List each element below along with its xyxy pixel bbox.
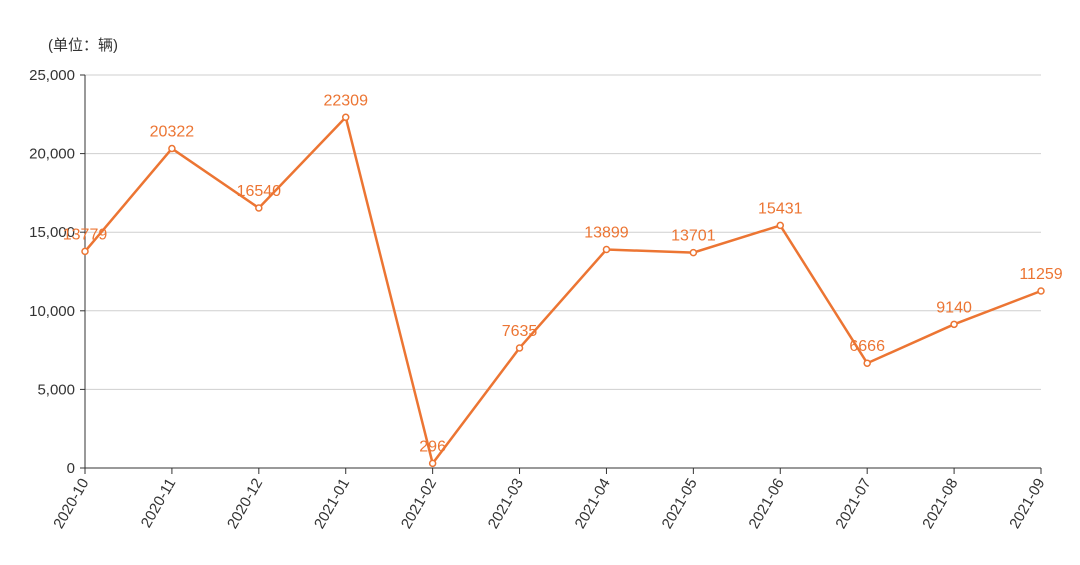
x-tick-label: 2021-05 <box>659 476 701 532</box>
data-label: 16540 <box>237 183 282 200</box>
data-label: 6666 <box>849 338 885 355</box>
line <box>84 114 1042 467</box>
x-tick-label: 2021-09 <box>1006 476 1048 532</box>
data-label: 15431 <box>758 200 803 217</box>
x-tick-label: 2021-01 <box>311 476 353 532</box>
point <box>689 248 698 257</box>
y-tick-label: 0 <box>67 460 75 477</box>
unit-label: (单位：辆) <box>48 37 118 54</box>
data-label: 9140 <box>936 299 972 316</box>
point <box>776 221 785 230</box>
x-tick-label: 2020-11 <box>138 476 180 531</box>
data-label: 11259 <box>1019 266 1062 283</box>
y-tick-label: 5,000 <box>37 381 75 398</box>
x-tick-label: 2021-08 <box>919 476 961 532</box>
y-tick-label: 15,000 <box>29 224 75 241</box>
point <box>168 144 176 153</box>
y-tick-label: 20,000 <box>29 146 75 163</box>
x-tick-label: 2020-10 <box>50 476 92 532</box>
data-label: 7635 <box>502 323 538 340</box>
x-tick-label: 2021-03 <box>485 476 527 532</box>
x-tick-label: 2021-04 <box>572 476 614 532</box>
point <box>950 320 958 329</box>
point <box>1037 287 1045 295</box>
point <box>255 204 263 212</box>
y-tick-label: 10,000 <box>29 303 75 320</box>
data-label: 13701 <box>671 228 716 245</box>
data-label: 296 <box>419 438 446 455</box>
point <box>428 459 437 468</box>
x-tick-label: 2020-12 <box>224 476 266 532</box>
x-tick-label: 2021-07 <box>832 476 874 532</box>
point <box>515 344 524 352</box>
point <box>341 113 350 122</box>
data-label: 13899 <box>584 225 629 242</box>
data-label: 22309 <box>323 92 368 109</box>
point <box>863 359 871 367</box>
point <box>81 247 89 256</box>
point <box>602 245 611 254</box>
data-label: 20322 <box>150 124 195 141</box>
data-label: 13779 <box>63 226 108 243</box>
x-tick-label: 2021-02 <box>398 476 440 532</box>
y-tick-label: 25,000 <box>29 67 75 84</box>
x-tick-label: 2021-06 <box>745 476 787 532</box>
